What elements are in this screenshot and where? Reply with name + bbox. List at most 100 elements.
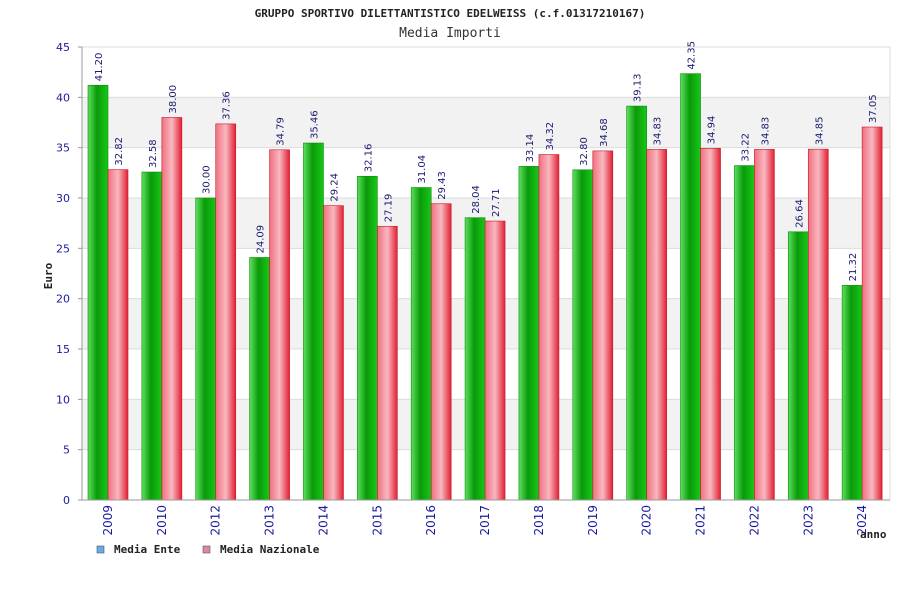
x-tick-label: 2014 xyxy=(316,505,330,536)
x-tick-label: 2023 xyxy=(801,505,815,536)
bar-media-ente xyxy=(249,257,270,501)
x-tick-label: 2016 xyxy=(424,505,438,536)
legend-swatch-ente xyxy=(96,545,105,554)
bar-value-label: 37.36 xyxy=(222,91,233,120)
bars xyxy=(87,73,883,501)
y-axis-label: Euro xyxy=(42,262,55,289)
x-tick-label: 2015 xyxy=(370,505,384,536)
bar-value-label: 27.19 xyxy=(383,194,394,223)
bar-value-label: 26.64 xyxy=(794,199,805,228)
x-tick-label: 2009 xyxy=(101,505,115,536)
y-tick-label: 15 xyxy=(56,343,70,356)
bar-media-ente xyxy=(734,165,755,501)
bar-media-ente xyxy=(303,142,324,501)
bar-value-label: 34.94 xyxy=(707,116,718,145)
y-tick-label: 20 xyxy=(56,293,70,306)
bar-value-label: 38.00 xyxy=(168,85,179,114)
bar-value-label: 21.32 xyxy=(848,253,859,282)
x-tick-label: 2021 xyxy=(694,505,708,536)
bar-media-ente xyxy=(841,285,863,501)
bar-value-label: 27.71 xyxy=(491,188,502,217)
bar-value-label: 35.46 xyxy=(309,110,320,139)
bar-media-ente xyxy=(680,73,701,501)
bar-value-label: 28.04 xyxy=(471,185,482,214)
bar-media-nazionale xyxy=(700,147,721,501)
bar-value-label: 39.13 xyxy=(633,73,644,102)
y-tick-label: 35 xyxy=(56,142,70,155)
bar-value-label: 24.09 xyxy=(256,225,267,254)
legend-label-nazionale: Media Nazionale xyxy=(220,543,320,556)
x-tick-label: 2020 xyxy=(640,505,654,536)
bar-media-ente xyxy=(787,231,809,501)
bar-media-nazionale xyxy=(592,150,614,501)
bar-value-label: 34.68 xyxy=(599,118,610,147)
bar-media-nazionale xyxy=(377,225,398,501)
bar-value-label: 41.20 xyxy=(94,53,105,82)
bar-value-label: 34.79 xyxy=(276,117,287,146)
bar-media-ente xyxy=(626,105,647,501)
legend-swatch-nazionale xyxy=(202,545,211,554)
x-tick-label: 2010 xyxy=(155,505,169,536)
y-axis-ticks: 0 5 10 15 20 25 30 35 40 45 xyxy=(56,41,82,507)
bar-media-ente xyxy=(87,84,109,501)
bar-media-ente xyxy=(572,169,594,501)
plot-band xyxy=(82,47,890,98)
y-tick-label: 5 xyxy=(63,444,70,457)
x-tick-label: 2022 xyxy=(747,505,761,536)
bar-media-ente xyxy=(195,197,217,501)
bar-media-nazionale xyxy=(538,154,560,501)
x-axis-label: anno xyxy=(860,528,887,541)
bar-value-label: 32.80 xyxy=(579,137,590,166)
x-tick-label: 2019 xyxy=(586,505,600,536)
legend: Media Ente Media Nazionale xyxy=(96,543,320,556)
bar-value-label: 30.00 xyxy=(202,165,213,194)
bar-value-label: 32.16 xyxy=(363,144,374,173)
bar-value-label: 33.14 xyxy=(525,134,536,163)
value-labels: 41.20 32.82 32.58 38.00 30.00 37.36 24.09 34.79… xyxy=(94,41,879,281)
legend-label-ente: Media Ente xyxy=(114,543,181,556)
bar-value-label: 37.05 xyxy=(868,94,879,123)
bar-media-nazionale xyxy=(861,126,883,501)
bar-media-ente xyxy=(357,175,378,501)
y-tick-label: 30 xyxy=(56,192,70,205)
x-tick-label: 2017 xyxy=(478,505,492,536)
x-axis-ticks: 2009 2010 2012 2013 2014 2015 2016 2017 2018 2019… xyxy=(101,505,869,536)
x-tick-label: 2018 xyxy=(532,505,546,536)
bar-value-label: 32.58 xyxy=(148,139,159,168)
bar-value-label: 32.82 xyxy=(114,137,125,166)
bar-media-nazionale xyxy=(484,220,506,501)
bar-value-label: 31.04 xyxy=(417,155,428,184)
x-tick-label: 2013 xyxy=(263,505,277,536)
bar-value-label: 34.83 xyxy=(653,117,664,146)
bar-value-label: 29.24 xyxy=(329,173,340,202)
y-tick-label: 45 xyxy=(56,41,70,54)
bar-media-nazionale xyxy=(161,117,183,501)
bar-media-nazionale xyxy=(807,148,829,501)
y-tick-label: 0 xyxy=(63,494,70,507)
y-tick-label: 25 xyxy=(56,242,70,255)
bar-value-label: 29.43 xyxy=(437,171,448,200)
bar-value-label: 42.35 xyxy=(687,41,698,70)
bar-value-label: 33.22 xyxy=(740,133,751,162)
bar-value-label: 34.83 xyxy=(760,117,771,146)
bar-media-ente xyxy=(518,166,540,501)
bar-media-nazionale xyxy=(107,169,129,501)
bar-media-ente xyxy=(464,217,486,501)
bar-media-ente xyxy=(410,187,432,501)
bar-media-nazionale xyxy=(646,149,667,501)
bar-media-ente xyxy=(141,171,163,501)
y-tick-label: 40 xyxy=(56,91,70,104)
bar-media-nazionale xyxy=(215,123,237,501)
x-tick-label: 2024 xyxy=(855,505,869,536)
bar-media-nazionale xyxy=(754,149,775,501)
bar-value-label: 34.32 xyxy=(545,122,556,151)
x-tick-label: 2012 xyxy=(209,505,223,536)
chart-title: GRUPPO SPORTIVO DILETTANTISTICO EDELWEIS… xyxy=(255,7,646,20)
bar-value-label: 34.85 xyxy=(814,117,825,146)
bar-media-nazionale xyxy=(430,203,452,501)
bar-media-nazionale xyxy=(323,205,344,501)
chart-subtitle: Media Importi xyxy=(399,26,501,41)
y-tick-label: 10 xyxy=(56,393,70,406)
bar-media-nazionale xyxy=(269,149,290,501)
